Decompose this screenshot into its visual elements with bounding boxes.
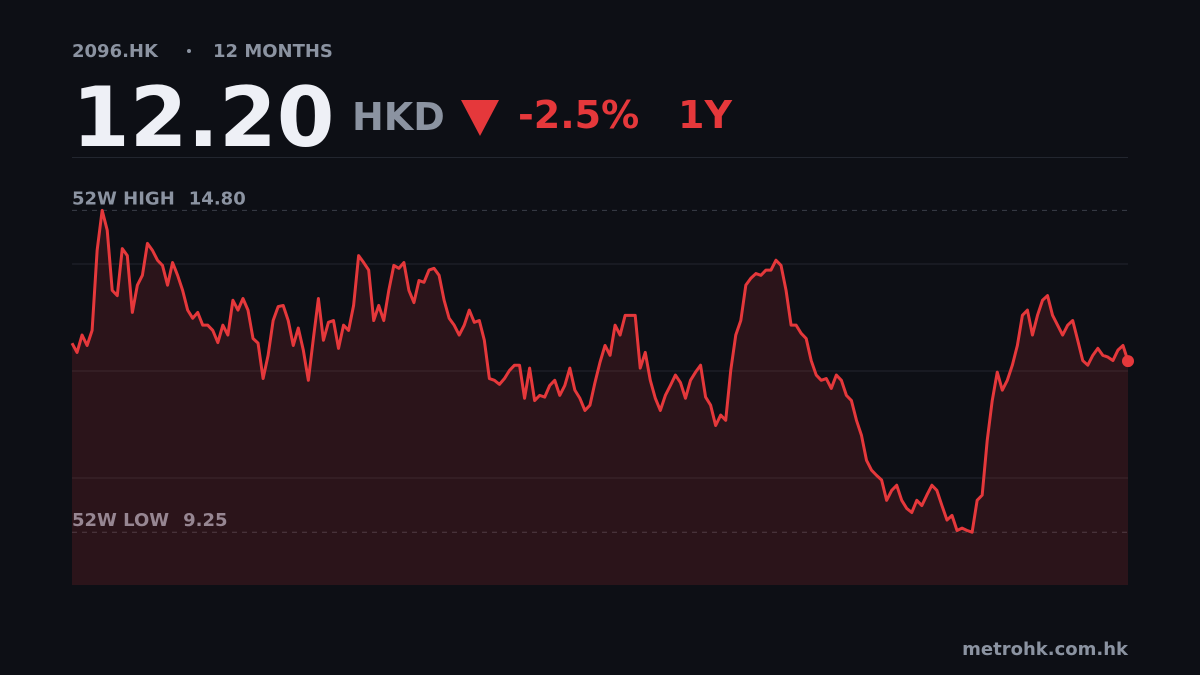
down-arrow [461, 100, 499, 136]
currency: HKD [352, 95, 445, 139]
reference-name: 52W HIGH [72, 188, 175, 209]
reference-value: 14.80 [189, 188, 246, 209]
plot: 52W HIGH 14.80 52W LOW 9.25 [70, 188, 1134, 586]
reference-value: 9.25 [183, 510, 227, 531]
reference-name: 52W LOW [72, 510, 169, 531]
range: 1Y [678, 93, 732, 137]
area [72, 210, 1128, 586]
price: 12.20 [72, 69, 335, 166]
ticker: 2096.HK [72, 41, 159, 62]
price-line [70, 208, 1130, 534]
reference-label: 52W LOW 9.25 [72, 510, 228, 531]
period-label: 12 MONTHS [213, 41, 333, 62]
source: metrohk.com.hk [962, 639, 1129, 660]
change: -2.5% [518, 93, 639, 137]
separator-dot [187, 49, 191, 53]
last-point [1122, 355, 1134, 368]
reference-label: 52W HIGH 14.80 [72, 188, 246, 209]
